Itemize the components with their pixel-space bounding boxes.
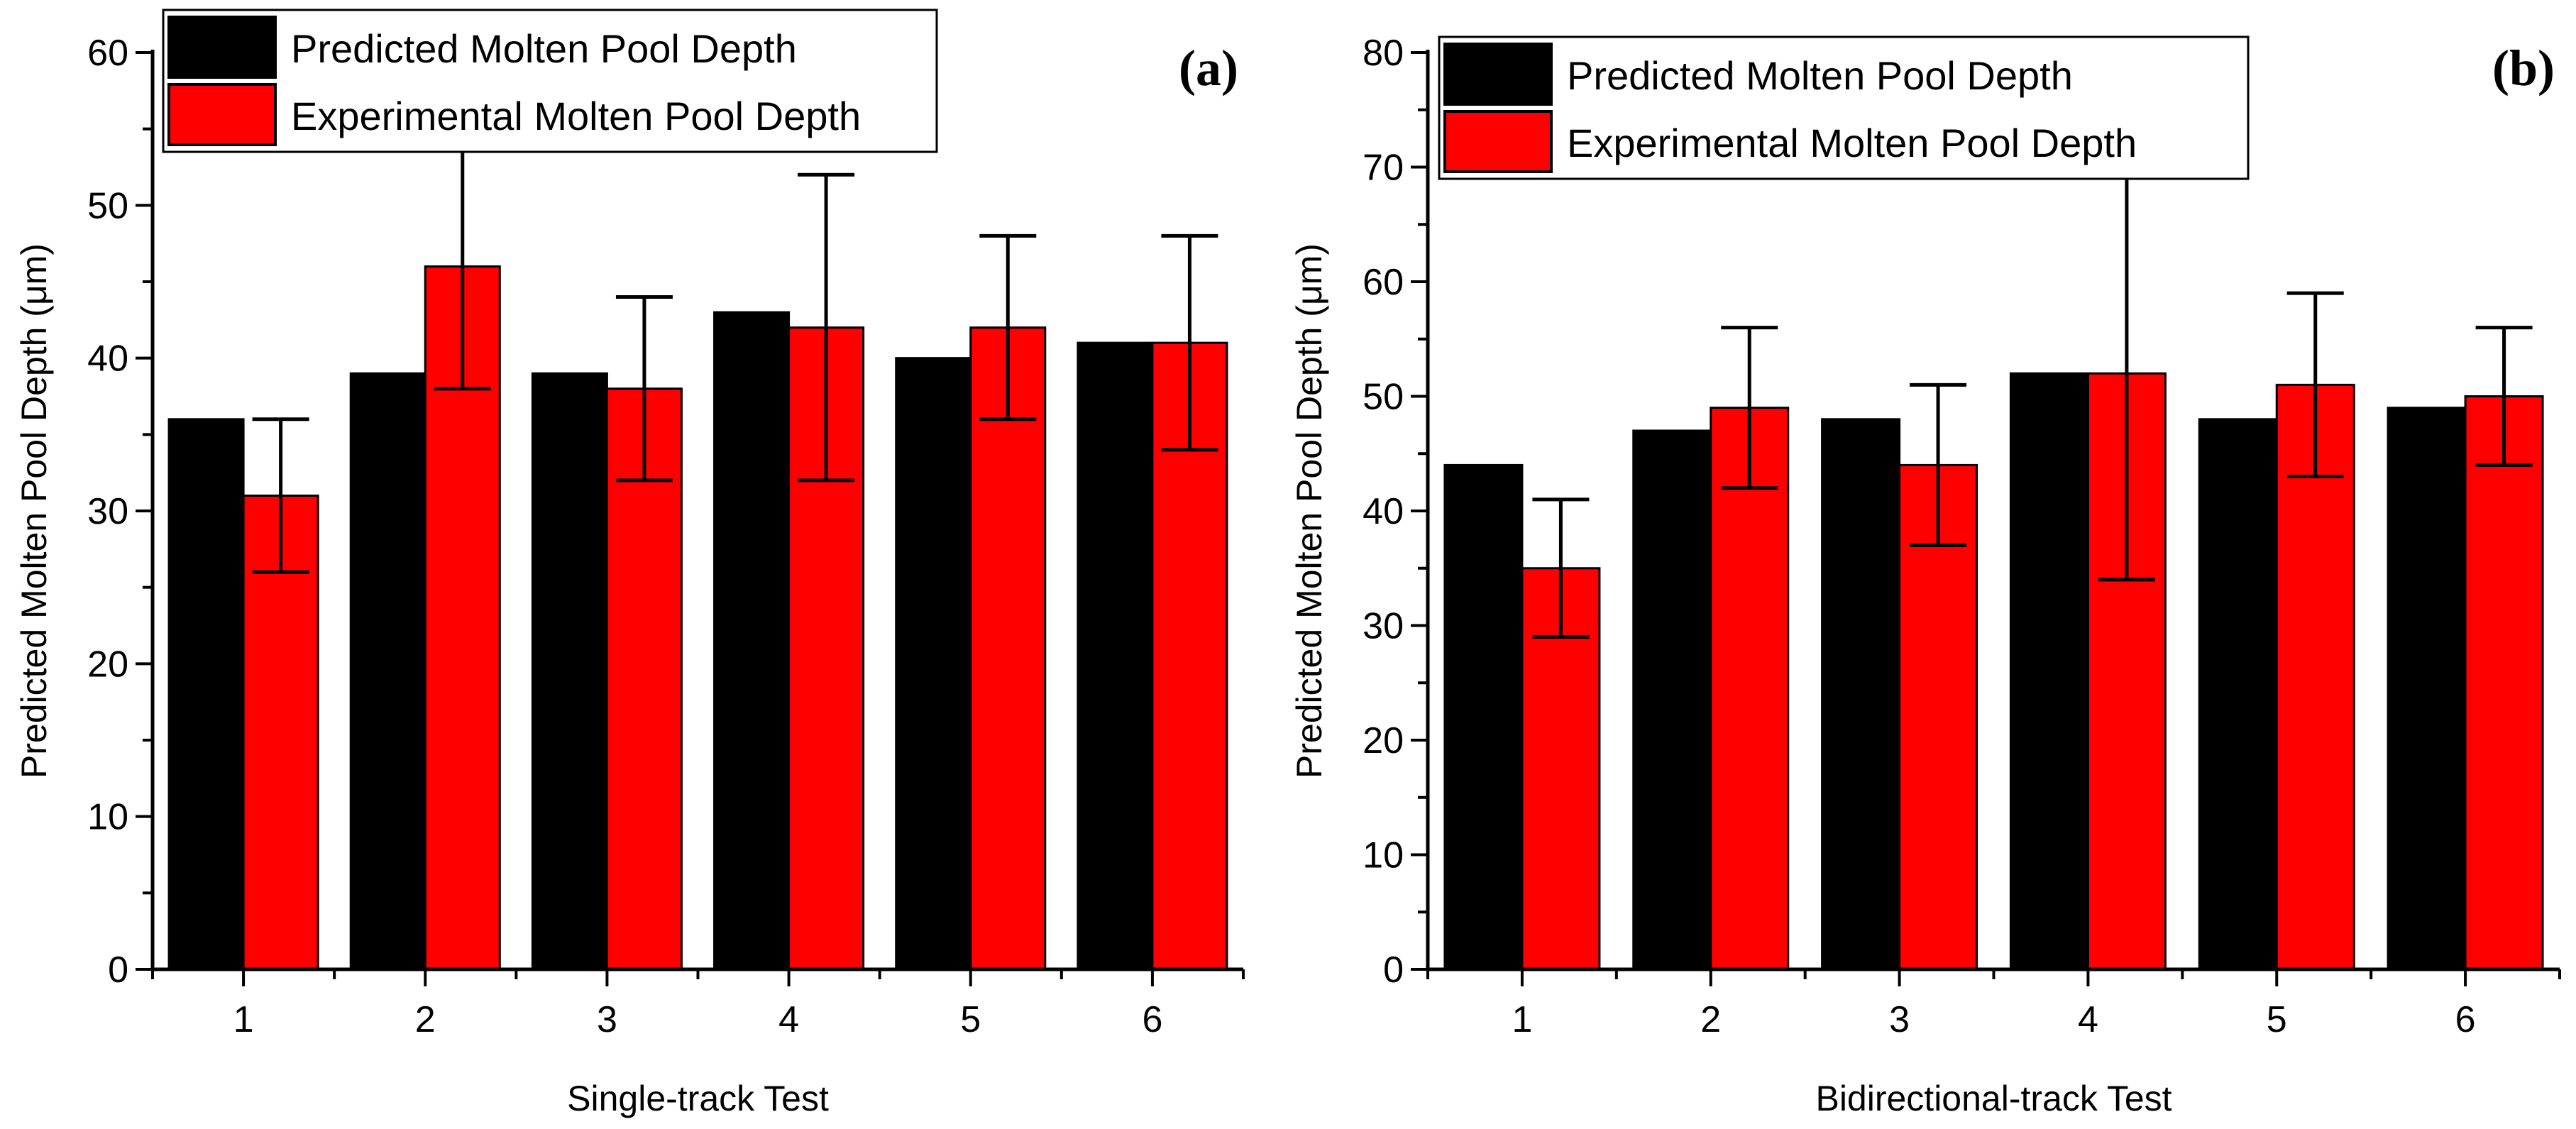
y-tick-label: 40 xyxy=(87,338,128,380)
bar-experimental xyxy=(1710,407,1790,971)
bar-predicted xyxy=(531,372,608,971)
bar-predicted xyxy=(1077,341,1154,971)
x-tick-label: 1 xyxy=(1512,999,1532,1040)
bar-predicted xyxy=(713,311,791,971)
y-tick-label: 40 xyxy=(1363,491,1404,532)
bar-experimental xyxy=(1151,341,1228,971)
y-tick-label: 70 xyxy=(1363,148,1404,189)
x-tick-label: 4 xyxy=(2078,999,2098,1040)
y-axis-label: Predicted Molten Pool Depth (μm) xyxy=(14,243,54,778)
legend-swatch-experimental xyxy=(1443,110,1553,173)
y-tick-label: 20 xyxy=(1363,720,1404,761)
chart-panel-b: 1 2 3 4 5 601020304050607080Bidirectional-tra… xyxy=(1289,33,2561,1118)
bar-experimental xyxy=(1898,463,1978,971)
bar-experimental xyxy=(605,387,683,971)
x-axis-label: Single-track Test xyxy=(567,1079,829,1118)
bar-experimental xyxy=(242,494,319,971)
y-tick-label: 10 xyxy=(1363,835,1404,876)
panel-label: (a) xyxy=(1179,40,1238,97)
y-tick-label: 30 xyxy=(87,491,128,532)
x-tick-label: 3 xyxy=(597,999,617,1040)
y-tick-label: 10 xyxy=(87,797,128,838)
y-tick-label: 50 xyxy=(1363,377,1404,418)
x-tick-label: 5 xyxy=(2267,999,2287,1040)
x-tick-label: 6 xyxy=(2455,999,2476,1040)
y-tick-label: 20 xyxy=(87,644,128,685)
y-tick-label: 60 xyxy=(87,33,128,74)
legend-box xyxy=(162,9,938,153)
y-tick-label: 30 xyxy=(1363,606,1404,647)
legend-label: Experimental Molten Pool Depth xyxy=(291,94,861,138)
y-tick-label: 0 xyxy=(108,949,128,991)
x-tick-label: 1 xyxy=(233,999,254,1040)
bar-predicted xyxy=(2387,407,2467,971)
y-tick-label: 80 xyxy=(1363,33,1404,74)
y-tick-label: 0 xyxy=(1383,949,1404,991)
legend: Predicted Molten Pool Depth Experimental … xyxy=(162,9,938,153)
x-tick-label: 3 xyxy=(1889,999,1910,1040)
bar-predicted xyxy=(2009,372,2089,971)
y-tick-label: 50 xyxy=(87,185,128,226)
panel-label: (b) xyxy=(2492,40,2555,97)
y-axis-label: Predicted Molten Pool Depth (μm) xyxy=(1289,243,1329,778)
x-axis-label: Bidirectional-track Test xyxy=(1815,1079,2172,1118)
legend-swatch-experimental xyxy=(167,83,277,146)
bar-predicted xyxy=(1821,418,1901,971)
x-tick-label: 6 xyxy=(1142,999,1162,1040)
legend-swatch-predicted xyxy=(1443,43,1553,106)
legend-swatch-predicted xyxy=(167,16,277,79)
bar-predicted xyxy=(167,418,245,971)
x-tick-label: 2 xyxy=(415,999,436,1040)
legend-label: Experimental Molten Pool Depth xyxy=(1567,121,2137,165)
bar-predicted xyxy=(2198,418,2278,971)
bar-experimental xyxy=(2275,383,2355,971)
legend-label: Predicted Molten Pool Depth xyxy=(1567,53,2073,98)
x-tick-label: 4 xyxy=(778,999,799,1040)
bar-experimental xyxy=(2464,395,2544,971)
bar-predicted xyxy=(349,372,426,971)
y-tick-label: 60 xyxy=(1363,262,1404,303)
bar-experimental xyxy=(969,326,1047,971)
x-tick-label: 5 xyxy=(960,999,981,1040)
bar-predicted xyxy=(895,357,972,971)
legend-box xyxy=(1438,35,2250,180)
legend-label: Predicted Molten Pool Depth xyxy=(291,26,797,71)
bar-predicted xyxy=(1632,429,1712,971)
legend: Predicted Molten Pool Depth Experimental … xyxy=(1438,35,2250,180)
x-tick-label: 2 xyxy=(1700,999,1721,1040)
bar-predicted xyxy=(1443,463,1524,971)
